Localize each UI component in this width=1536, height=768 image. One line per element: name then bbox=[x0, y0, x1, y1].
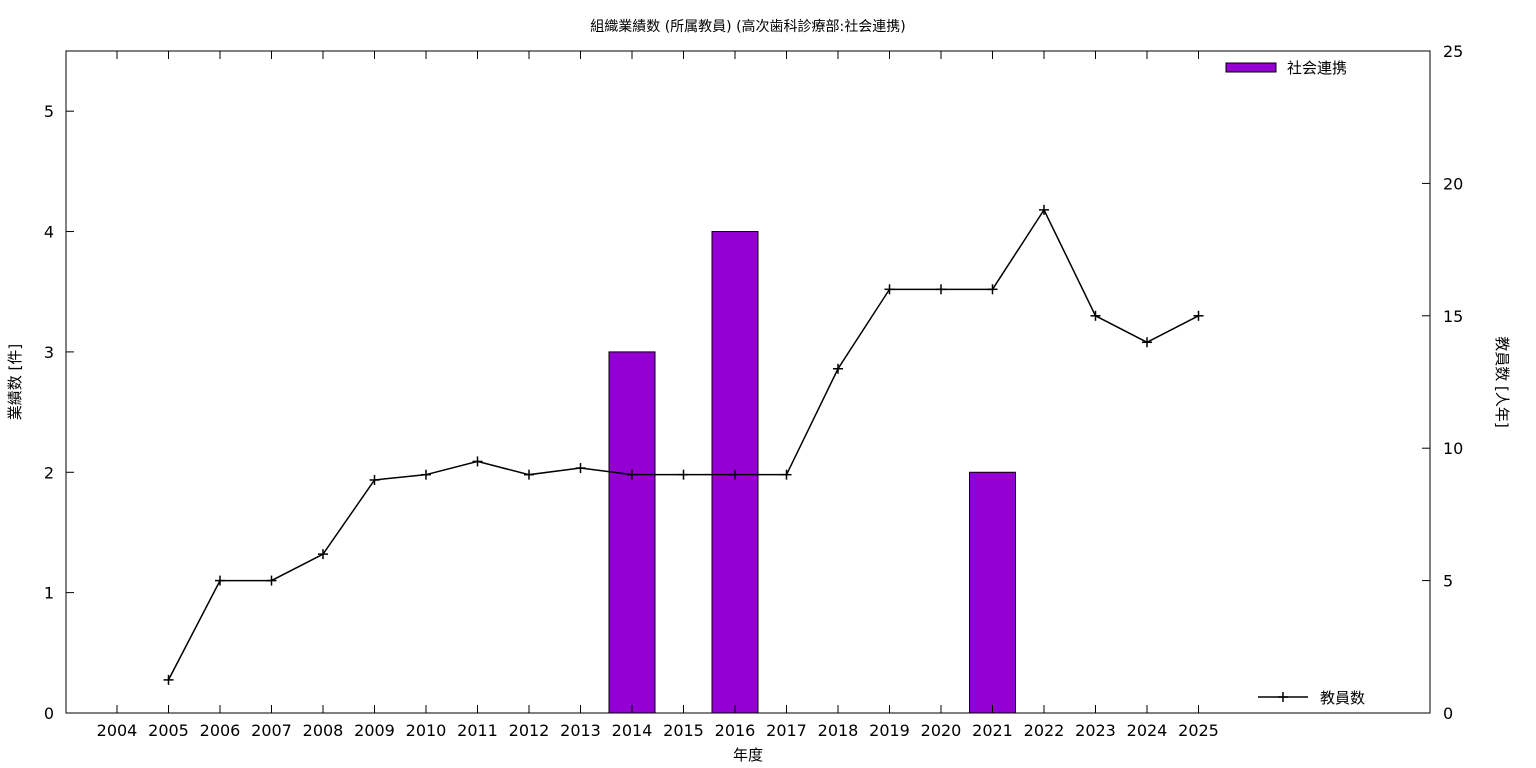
y2-tick-label-25: 25 bbox=[1443, 42, 1463, 61]
line-point-2025 bbox=[1193, 310, 1204, 321]
line-point-2017 bbox=[781, 469, 792, 480]
line-point-2012 bbox=[524, 469, 534, 480]
line-point-2018 bbox=[833, 363, 843, 374]
line-point-2024 bbox=[1142, 337, 1152, 348]
x-tick-label-2004: 2004 bbox=[97, 721, 138, 740]
x-tick-label-2006: 2006 bbox=[200, 721, 241, 740]
line-point-2015 bbox=[678, 469, 689, 480]
line-point-2007 bbox=[266, 575, 277, 586]
y2-tick-label-0: 0 bbox=[1443, 704, 1453, 723]
y2-tick-label-20: 20 bbox=[1443, 174, 1463, 193]
y-tick-label-1: 1 bbox=[44, 584, 54, 603]
y-tick-label-5: 5 bbox=[44, 102, 54, 121]
y-tick-label-4: 4 bbox=[44, 223, 54, 242]
line-point-2013 bbox=[575, 463, 586, 474]
line-point-2008 bbox=[318, 549, 328, 560]
line-point-2020 bbox=[936, 284, 946, 295]
line-point-2021 bbox=[987, 284, 998, 295]
x-tick-label-2011: 2011 bbox=[457, 721, 498, 740]
bar-2014 bbox=[608, 351, 656, 714]
x-tick-label-2024: 2024 bbox=[1127, 721, 1168, 740]
legend-bar-label: 社会連携 bbox=[1287, 59, 1347, 77]
line-point-2006 bbox=[215, 575, 225, 586]
x-tick-label-2007: 2007 bbox=[251, 721, 292, 740]
line-layer bbox=[163, 204, 1204, 685]
y-tick-label-3: 3 bbox=[44, 343, 54, 362]
legend-bar-swatch bbox=[1225, 62, 1277, 73]
line-point-2009 bbox=[369, 474, 380, 485]
legend-line-label: 教員数 bbox=[1320, 689, 1365, 707]
y2-axis-label: 教員数 [人年] bbox=[1493, 336, 1511, 427]
x-tick-label-2017: 2017 bbox=[766, 721, 807, 740]
line-point-2011 bbox=[472, 456, 483, 467]
x-tick-label-2019: 2019 bbox=[869, 721, 910, 740]
x-tick-label-2014: 2014 bbox=[612, 721, 653, 740]
line-point-2016 bbox=[730, 469, 740, 480]
y2-tick-label-5: 5 bbox=[1443, 572, 1453, 591]
line-series-path bbox=[167, 208, 1199, 681]
x-tick-label-2020: 2020 bbox=[921, 721, 962, 740]
x-tick-label-2021: 2021 bbox=[972, 721, 1013, 740]
line-point-2010 bbox=[421, 469, 431, 480]
line-point-2022 bbox=[1039, 204, 1049, 215]
x-tick-label-2013: 2013 bbox=[560, 721, 601, 740]
x-tick-label-2009: 2009 bbox=[354, 721, 395, 740]
y2-tick-label-15: 15 bbox=[1443, 307, 1463, 326]
x-tick-label-2010: 2010 bbox=[406, 721, 447, 740]
bar-2021 bbox=[969, 471, 1016, 714]
legend-bar: 社会連携 bbox=[1225, 59, 1347, 77]
chart-title: 組織業績数 (所属教員) (高次歯科診療部:社会連携) bbox=[590, 18, 905, 35]
x-tick-label-2023: 2023 bbox=[1075, 721, 1116, 740]
x-tick-label-2008: 2008 bbox=[303, 721, 344, 740]
x-axis-label: 年度 bbox=[733, 746, 763, 764]
y-axis-label: 業績数 [件] bbox=[6, 344, 24, 420]
ticks-layer: 2004 2005 2006 2007 2008 2009 2010 2011 2012 2013… bbox=[44, 42, 1464, 740]
x-tick-label-2005: 2005 bbox=[148, 721, 189, 740]
line-point-2023 bbox=[1090, 310, 1101, 321]
x-tick-label-2025: 2025 bbox=[1178, 721, 1219, 740]
x-tick-label-2012: 2012 bbox=[509, 721, 550, 740]
line-point-2014 bbox=[627, 469, 637, 480]
line-point-2005 bbox=[163, 674, 174, 685]
y-tick-label-2: 2 bbox=[44, 463, 54, 482]
legend-line: 教員数 bbox=[1258, 689, 1365, 707]
y2-tick-label-10: 10 bbox=[1443, 439, 1463, 458]
x-tick-label-2016: 2016 bbox=[715, 721, 756, 740]
bars-layer bbox=[608, 231, 1016, 714]
x-tick-label-2022: 2022 bbox=[1024, 721, 1065, 740]
x-tick-label-2015: 2015 bbox=[663, 721, 704, 740]
line-point-2019 bbox=[884, 284, 895, 295]
x-tick-label-2018: 2018 bbox=[818, 721, 859, 740]
y-tick-label-0: 0 bbox=[44, 704, 54, 723]
